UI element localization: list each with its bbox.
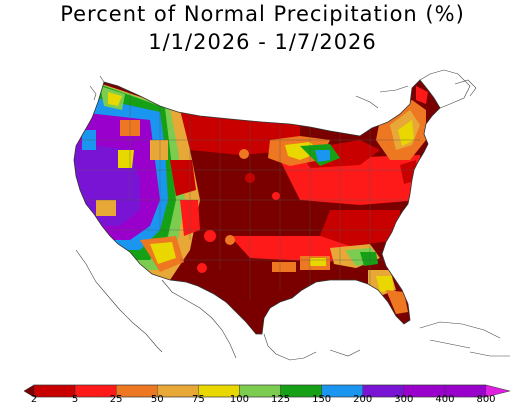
legend-tick-label: 100 bbox=[229, 394, 249, 405]
legend-tick-label: 150 bbox=[312, 394, 332, 405]
legend-tick-label: 400 bbox=[435, 394, 455, 405]
legend-tick-label: 200 bbox=[353, 394, 373, 405]
legend-arrow-right bbox=[486, 385, 510, 397]
neighbor-coastlines bbox=[75, 69, 510, 361]
legend-tick-label: 125 bbox=[270, 394, 291, 405]
legend-arrow-left bbox=[24, 385, 34, 397]
legend-colorbar bbox=[23, 384, 511, 398]
legend-tick-label: 800 bbox=[476, 394, 496, 405]
precip-field bbox=[74, 80, 440, 334]
legend-tick-label: 2 bbox=[30, 394, 38, 405]
legend-tick-label: 25 bbox=[109, 394, 123, 405]
date-range: 1/1/2026 - 1/7/2026 bbox=[148, 30, 377, 54]
legend-tick-label: 75 bbox=[191, 394, 205, 405]
us-outline bbox=[73, 79, 441, 335]
legend-tick-label: 300 bbox=[394, 394, 414, 405]
legend-tick-label: 50 bbox=[150, 394, 164, 405]
legend-swatch bbox=[33, 384, 76, 398]
state-boundaries bbox=[74, 80, 420, 300]
legend-tick-label: 5 bbox=[71, 394, 79, 405]
map-title: Percent of Normal Precipitation (%) bbox=[60, 2, 465, 26]
